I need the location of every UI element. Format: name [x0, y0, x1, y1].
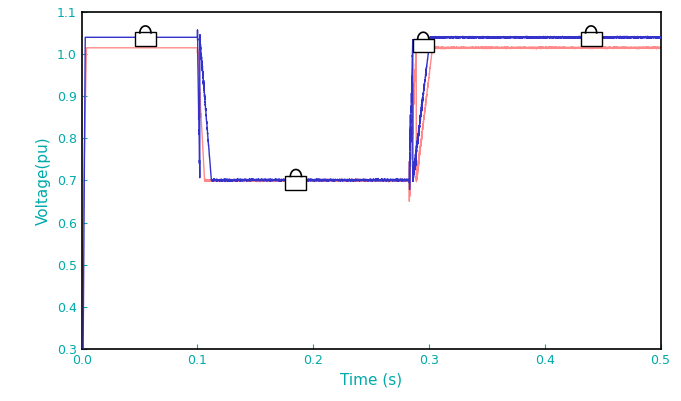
FancyBboxPatch shape [413, 39, 434, 52]
FancyBboxPatch shape [135, 32, 156, 46]
FancyBboxPatch shape [581, 32, 601, 46]
X-axis label: Time (s): Time (s) [340, 372, 402, 387]
FancyBboxPatch shape [285, 176, 306, 190]
Y-axis label: Voltage(pu): Voltage(pu) [36, 136, 51, 225]
